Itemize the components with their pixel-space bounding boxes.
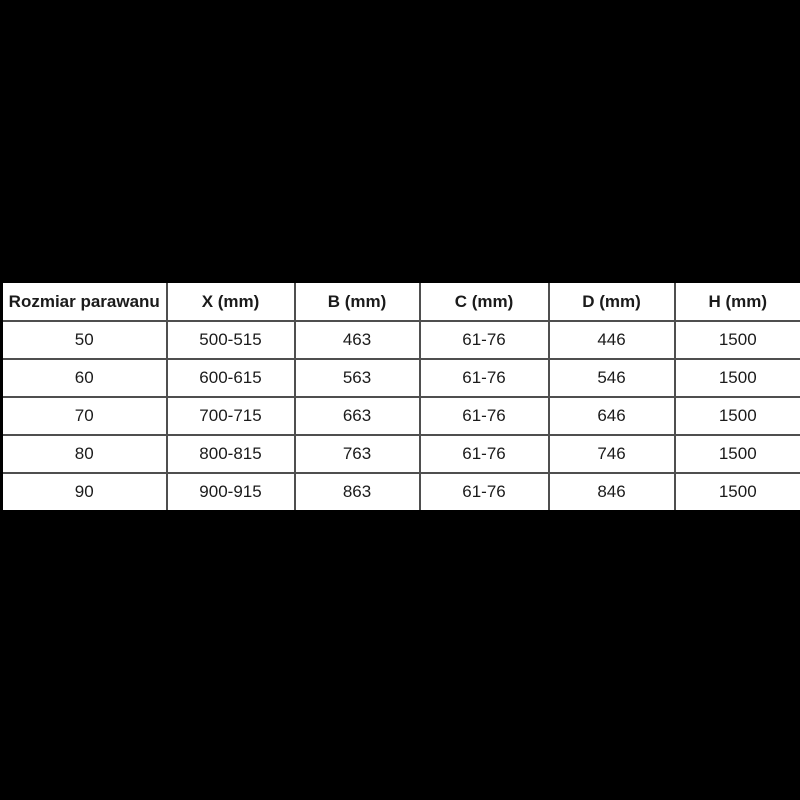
table-cell: 746 <box>547 434 676 474</box>
table-cell: 600-615 <box>165 358 296 398</box>
table-row: 90 900-915 863 61-76 846 1500 <box>0 472 800 513</box>
table-cell: 546 <box>547 358 676 398</box>
table-row: 60 600-615 563 61-76 546 1500 <box>0 358 800 398</box>
table-cell: 446 <box>547 320 676 360</box>
table-cell: 90 <box>0 472 168 513</box>
table-cell: 646 <box>547 396 676 436</box>
table-cell: 463 <box>293 320 421 360</box>
table-cell: 863 <box>293 472 421 513</box>
column-header: X (mm) <box>165 280 296 322</box>
table-cell: 846 <box>547 472 676 513</box>
table-row: 80 800-815 763 61-76 746 1500 <box>0 434 800 474</box>
table-cell: 60 <box>0 358 168 398</box>
table-cell: 61-76 <box>418 434 550 474</box>
table-cell: 61-76 <box>418 358 550 398</box>
table-cell: 80 <box>0 434 168 474</box>
table-header-row: Rozmiar parawanu X (mm) B (mm) C (mm) D (mm)… <box>0 280 800 322</box>
table-cell: 500-515 <box>165 320 296 360</box>
table-cell: 1500 <box>673 434 800 474</box>
table-cell: 1500 <box>673 396 800 436</box>
column-header: D (mm) <box>547 280 676 322</box>
table-cell: 61-76 <box>418 320 550 360</box>
table-cell: 1500 <box>673 320 800 360</box>
table-cell: 700-715 <box>165 396 296 436</box>
size-spec-table-container: Rozmiar parawanu X (mm) B (mm) C (mm) D (mm)… <box>0 280 800 513</box>
table-row: 50 500-515 463 61-76 446 1500 <box>0 320 800 360</box>
table-cell: 800-815 <box>165 434 296 474</box>
size-spec-table: Rozmiar parawanu X (mm) B (mm) C (mm) D (mm)… <box>0 280 800 513</box>
table-cell: 663 <box>293 396 421 436</box>
table-cell: 900-915 <box>165 472 296 513</box>
column-header: Rozmiar parawanu <box>0 280 168 322</box>
column-header: H (mm) <box>673 280 800 322</box>
table-cell: 61-76 <box>418 396 550 436</box>
table-row: 70 700-715 663 61-76 646 1500 <box>0 396 800 436</box>
table-body: 50 500-515 463 61-76 446 1500 60 600-615 563 61-7… <box>0 320 800 513</box>
table-cell: 763 <box>293 434 421 474</box>
table-cell: 70 <box>0 396 168 436</box>
table-cell: 563 <box>293 358 421 398</box>
table-cell: 50 <box>0 320 168 360</box>
table-cell: 1500 <box>673 358 800 398</box>
column-header: C (mm) <box>418 280 550 322</box>
column-header: B (mm) <box>293 280 421 322</box>
table-cell: 1500 <box>673 472 800 513</box>
table-cell: 61-76 <box>418 472 550 513</box>
